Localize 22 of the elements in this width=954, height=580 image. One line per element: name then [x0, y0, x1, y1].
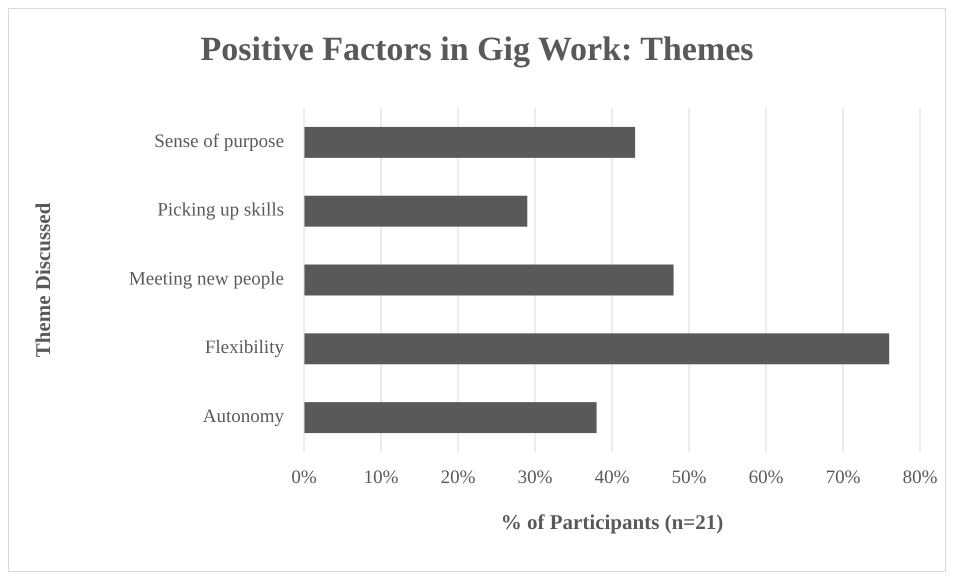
- chart-title: Positive Factors in Gig Work: Themes: [200, 31, 754, 68]
- y-axis-title: Theme Discussed: [31, 202, 55, 358]
- x-tick-label: 80%: [902, 467, 938, 488]
- x-tick-label: 10%: [364, 467, 399, 488]
- y-tick-label: Sense of purpose: [154, 130, 284, 152]
- bar: [304, 402, 597, 434]
- x-axis-title: % of Participants (n=21): [500, 510, 724, 534]
- y-tick-label: Picking up skills: [157, 200, 284, 221]
- y-tick-label: Autonomy: [202, 406, 284, 427]
- x-tick-label: 0%: [291, 467, 317, 488]
- bar: [304, 264, 674, 296]
- bar: [304, 333, 890, 364]
- x-tick-label: 40%: [594, 467, 630, 488]
- x-tick-label: 60%: [748, 467, 784, 488]
- y-tick-label: Flexibility: [204, 337, 284, 358]
- x-tick-label: 30%: [518, 467, 553, 488]
- bar: [304, 196, 528, 227]
- y-tick-label: Meeting new people: [128, 268, 284, 290]
- bar: [304, 126, 636, 158]
- x-tick-label: 20%: [440, 467, 476, 488]
- x-tick-label: 70%: [826, 467, 861, 488]
- x-tick-label: 50%: [672, 467, 707, 488]
